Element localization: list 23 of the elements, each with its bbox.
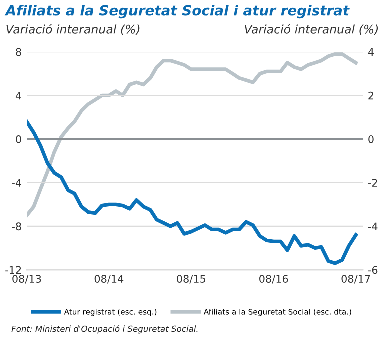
x-tick-label: 08/15	[177, 275, 206, 284]
y-tick-label: -8	[12, 222, 22, 231]
y-tick-label: 0	[16, 135, 22, 144]
x-tick-label: 08/14	[94, 275, 124, 284]
y-tick-label: -12	[6, 266, 22, 274]
x-tick-label: 08/13	[12, 275, 42, 284]
line-series	[26, 120, 358, 266]
x-tick-label: 08/16	[260, 275, 288, 284]
y2-tick-label: 4	[368, 48, 374, 56]
y-axis-title: Variació interanual (%)	[6, 24, 140, 36]
y2-tick-label: -2	[368, 179, 378, 187]
y2-axis-title: Variació interanual (%)	[245, 24, 378, 36]
y-tick-label: 8	[16, 48, 22, 56]
y2-tick-label: 2	[368, 92, 374, 100]
y2-tick-label: -4	[368, 222, 378, 230]
y2-tick-label: -6	[368, 266, 378, 274]
line-series	[26, 52, 358, 218]
text: Font: Ministeri d'Ocupació i Seguretat Social.	[12, 325, 198, 334]
chart-title: Afiliats a la Seguretat Social i atur registrat	[4, 5, 350, 19]
y-tick-label: 4	[16, 92, 22, 100]
x-tick-label: 08/17	[342, 275, 370, 284]
y-tick-label: -4	[12, 179, 22, 187]
y2-tick-label: 0	[368, 135, 374, 144]
